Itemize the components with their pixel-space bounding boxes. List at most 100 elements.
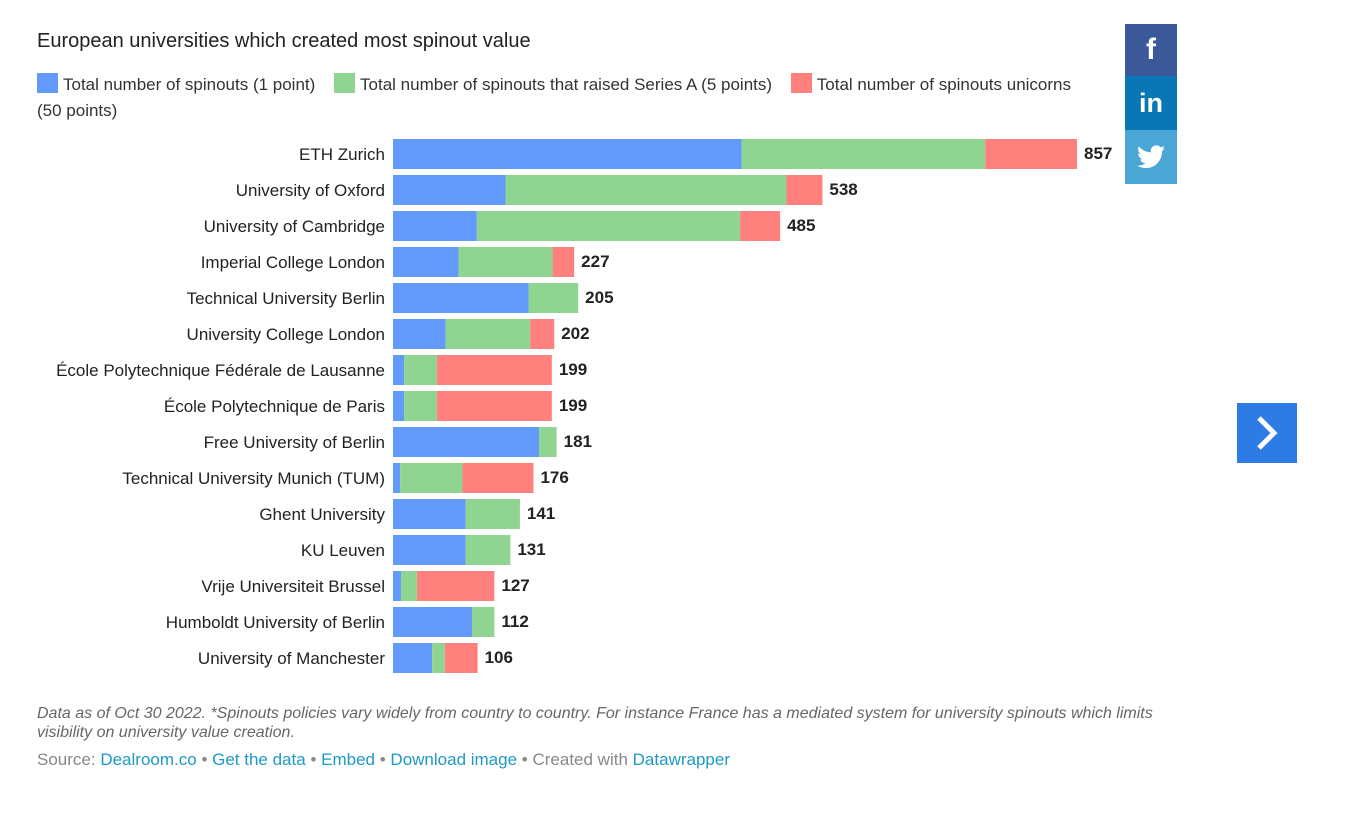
source-link[interactable]: Dealroom.co <box>100 750 197 769</box>
next-button[interactable] <box>1237 403 1297 463</box>
legend-swatch-blue <box>37 73 58 93</box>
bar-segment-series-1 <box>465 499 520 529</box>
stacked-bar-chart: ETH Zurich 857 University of Oxford 538 Univ… <box>56 139 1112 673</box>
facebook-share-button[interactable]: f <box>1125 24 1177 76</box>
category-label: École Polytechnique Fédérale de Lausanne <box>56 361 385 380</box>
separator: • <box>379 750 386 769</box>
bar-segment-series-2 <box>436 391 552 421</box>
separator: • <box>310 750 317 769</box>
bar-total-label: 141 <box>527 504 555 523</box>
bar-total-label: 205 <box>585 288 613 307</box>
bar-total-label: 106 <box>485 648 513 667</box>
created-with-text: Created with <box>532 750 628 769</box>
bar-total-label: 131 <box>517 540 545 559</box>
bar-segment-series-2 <box>985 139 1077 169</box>
chart-notes: Data as of Oct 30 2022. *Spinouts polici… <box>37 705 1153 741</box>
twitter-icon <box>1137 145 1165 169</box>
category-label: University of Oxford <box>236 181 385 200</box>
bar-total-label: 227 <box>581 252 609 271</box>
source-prefix: Source: <box>37 750 96 769</box>
bar-segment-series-1 <box>445 319 531 349</box>
bar-total-label: 181 <box>564 432 592 451</box>
category-label: Technical University Munich (TUM) <box>122 469 385 488</box>
bar-segment-series-1 <box>404 391 437 421</box>
bar-segment-series-0 <box>393 643 433 673</box>
category-label: Ghent University <box>259 505 385 524</box>
legend-item-spinouts: Total number of spinouts (1 point) <box>37 73 316 94</box>
bar-segment-series-1 <box>458 247 553 277</box>
bar-total-label: 127 <box>501 576 529 595</box>
bar-segment-series-0 <box>393 499 466 529</box>
bar-segment-series-1 <box>528 283 579 313</box>
bar-total-label: 202 <box>561 324 589 343</box>
bar-segment-series-1 <box>741 139 986 169</box>
bar-segment-series-2 <box>444 643 478 673</box>
category-label: Free University of Berlin <box>204 433 385 452</box>
bar-segment-series-0 <box>393 607 473 637</box>
legend-label: Total number of spinouts unicorns (50 po… <box>37 75 1071 120</box>
bar-segment-series-0 <box>393 319 446 349</box>
bar-segment-series-0 <box>393 391 405 421</box>
bar-segment-series-1 <box>476 211 741 241</box>
category-label: ETH Zurich <box>299 145 385 164</box>
category-label: University College London <box>187 325 385 344</box>
get-data-link[interactable]: Get the data <box>212 750 306 769</box>
download-image-link[interactable]: Download image <box>390 750 518 769</box>
bar-segment-series-2 <box>740 211 781 241</box>
bar-total-label: 176 <box>540 468 568 487</box>
bar-segment-series-0 <box>393 175 506 205</box>
bar-segment-series-2 <box>436 355 552 385</box>
bar-segment-series-1 <box>400 571 417 601</box>
separator: • <box>521 750 528 769</box>
category-label: Imperial College London <box>201 253 385 272</box>
legend: Total number of spinouts (1 point) Total… <box>37 72 1097 124</box>
bar-segment-series-2 <box>462 463 534 493</box>
share-bar: f in <box>1125 24 1177 184</box>
bar-segment-series-1 <box>400 463 463 493</box>
bar-segment-series-0 <box>393 211 477 241</box>
embed-link[interactable]: Embed <box>321 750 375 769</box>
source-line: Source: Dealroom.co • Get the data • Emb… <box>37 750 730 770</box>
bar-segment-series-0 <box>393 463 401 493</box>
bar-segment-series-0 <box>393 427 540 457</box>
bar-segment-series-2 <box>786 175 823 205</box>
facebook-icon: f <box>1146 33 1156 66</box>
bar-segment-series-1 <box>472 607 495 637</box>
bar-segment-series-1 <box>505 175 787 205</box>
legend-swatch-red <box>790 73 812 93</box>
bar-total-label: 199 <box>559 396 587 415</box>
bar-total-label: 199 <box>559 360 587 379</box>
bar-segment-series-1 <box>465 535 511 565</box>
chevron-right-icon <box>1257 416 1278 450</box>
linkedin-share-button[interactable]: in <box>1125 76 1177 130</box>
bar-segment-series-2 <box>416 571 495 601</box>
category-label: École Polytechnique de Paris <box>164 397 385 416</box>
bar-segment-series-1 <box>539 427 557 457</box>
bar-segment-series-0 <box>393 247 459 277</box>
bar-segment-series-1 <box>404 355 437 385</box>
separator: • <box>201 750 208 769</box>
bar-segment-series-0 <box>393 571 401 601</box>
bar-total-label: 485 <box>787 216 815 235</box>
bar-segment-series-0 <box>393 139 742 169</box>
legend-label: Total number of spinouts that raised Ser… <box>360 75 773 94</box>
category-label: Humboldt University of Berlin <box>166 613 385 632</box>
legend-item-series-a: Total number of spinouts that raised Ser… <box>334 73 773 94</box>
twitter-share-button[interactable] <box>1125 130 1177 184</box>
bar-segment-series-0 <box>393 283 529 313</box>
legend-item-unicorns: Total number of spinouts unicorns (50 po… <box>37 73 1071 120</box>
bar-total-label: 538 <box>829 180 857 199</box>
bar-segment-series-1 <box>432 643 445 673</box>
bar-total-label: 112 <box>501 612 528 631</box>
bar-segment-series-0 <box>393 535 466 565</box>
category-label: KU Leuven <box>301 541 385 560</box>
category-label: Vrije Universiteit Brussel <box>201 577 385 596</box>
legend-swatch-green <box>334 73 356 93</box>
legend-label: Total number of spinouts (1 point) <box>63 75 316 94</box>
bar-segment-series-0 <box>393 355 405 385</box>
datawrapper-link[interactable]: Datawrapper <box>632 750 730 769</box>
bar-segment-series-2 <box>530 319 555 349</box>
category-label: University of Cambridge <box>204 217 385 236</box>
category-label: University of Manchester <box>198 649 385 668</box>
linkedin-icon: in <box>1139 87 1163 118</box>
